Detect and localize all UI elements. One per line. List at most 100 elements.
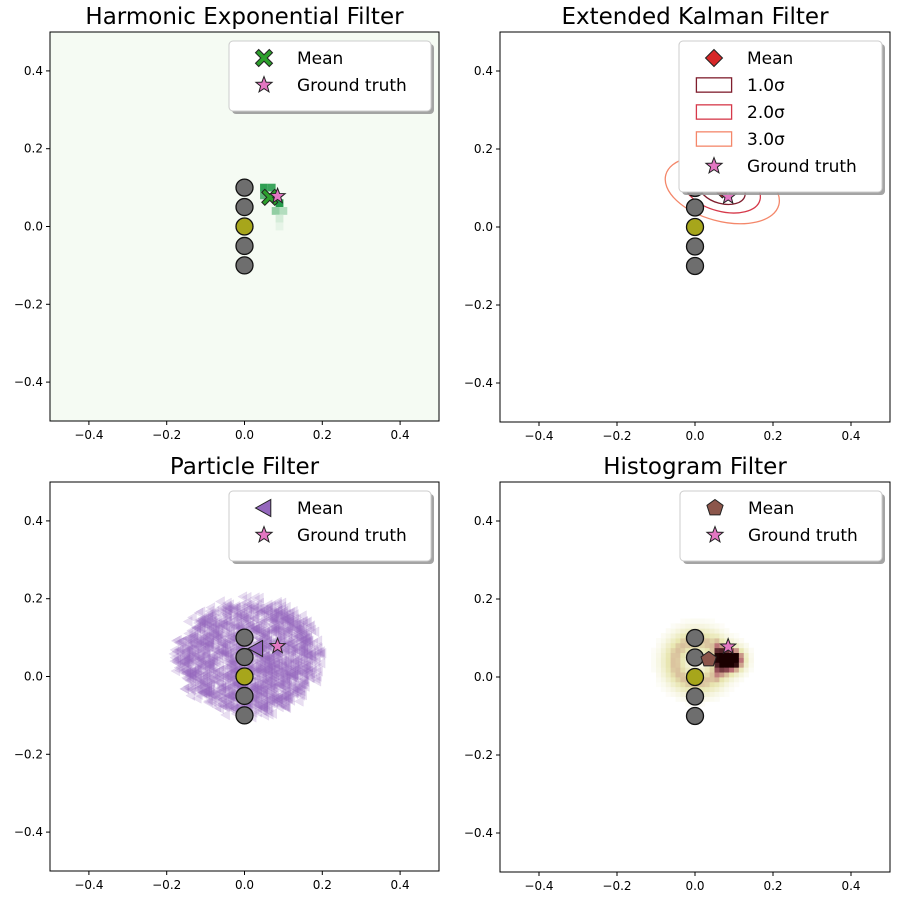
particle bbox=[306, 648, 317, 660]
particle bbox=[269, 658, 280, 670]
particle bbox=[207, 661, 217, 673]
particle bbox=[309, 646, 319, 658]
histogram-cell bbox=[665, 647, 672, 654]
particle bbox=[179, 664, 190, 676]
particle bbox=[285, 646, 295, 658]
particle bbox=[247, 605, 258, 617]
particle bbox=[267, 614, 278, 626]
particle bbox=[282, 633, 293, 644]
density-cell bbox=[275, 222, 284, 231]
particle bbox=[284, 615, 295, 627]
particle bbox=[254, 603, 265, 615]
particle bbox=[242, 603, 253, 615]
particle bbox=[269, 608, 280, 620]
particle bbox=[311, 641, 322, 653]
particle bbox=[220, 626, 231, 638]
particle bbox=[298, 640, 309, 652]
particle bbox=[215, 620, 226, 632]
particle bbox=[263, 708, 274, 720]
particle bbox=[303, 635, 313, 647]
particle bbox=[209, 627, 220, 639]
histogram-cell bbox=[734, 667, 740, 673]
particle bbox=[247, 680, 258, 692]
particle bbox=[205, 688, 216, 700]
particle bbox=[222, 626, 233, 638]
particle bbox=[266, 657, 276, 669]
particle bbox=[260, 650, 271, 662]
histogram-cell bbox=[670, 647, 676, 654]
particle bbox=[275, 621, 285, 633]
particle bbox=[185, 633, 196, 645]
particle bbox=[268, 613, 279, 625]
particle bbox=[202, 658, 213, 669]
particle bbox=[254, 673, 265, 685]
particle bbox=[237, 603, 248, 615]
particle bbox=[190, 664, 200, 676]
particle bbox=[197, 660, 208, 672]
legend-marker bbox=[254, 525, 274, 544]
particle bbox=[197, 656, 207, 667]
particle bbox=[210, 637, 221, 649]
particle bbox=[202, 687, 213, 699]
particle bbox=[291, 622, 302, 634]
particle bbox=[273, 604, 283, 616]
particle bbox=[205, 680, 216, 692]
particle bbox=[278, 616, 289, 627]
particle bbox=[242, 603, 253, 615]
histogram-cell bbox=[714, 662, 720, 668]
particle bbox=[300, 659, 310, 671]
particle bbox=[190, 651, 201, 662]
particle bbox=[283, 623, 294, 634]
particle bbox=[221, 600, 232, 612]
particle bbox=[253, 694, 264, 705]
particle bbox=[248, 621, 258, 633]
particle bbox=[241, 613, 252, 625]
particle bbox=[194, 614, 204, 626]
legend-box bbox=[228, 490, 432, 562]
histogram-cell bbox=[670, 638, 676, 644]
particle bbox=[182, 644, 193, 656]
particle bbox=[278, 673, 288, 685]
histogram-cell bbox=[729, 638, 735, 644]
particle bbox=[218, 620, 229, 632]
particle bbox=[301, 645, 312, 657]
particle bbox=[283, 611, 294, 623]
particle bbox=[297, 649, 308, 661]
histogram-cell bbox=[734, 638, 740, 644]
particle bbox=[198, 631, 209, 643]
particle bbox=[252, 623, 262, 634]
landmark-marker bbox=[235, 628, 254, 647]
particle bbox=[189, 642, 199, 654]
histogram-cell bbox=[748, 647, 754, 654]
x-tick-label: −0.4 bbox=[74, 428, 103, 442]
histogram-cell bbox=[719, 623, 725, 629]
histogram-cell bbox=[729, 681, 735, 688]
particle bbox=[228, 603, 238, 615]
legend-box bbox=[678, 40, 883, 193]
particle bbox=[192, 636, 202, 648]
particle bbox=[218, 620, 229, 632]
particle bbox=[266, 683, 277, 695]
particle bbox=[302, 616, 312, 628]
particle bbox=[257, 669, 267, 681]
particle bbox=[290, 623, 301, 635]
particle bbox=[195, 653, 206, 665]
particle bbox=[189, 648, 200, 659]
particle bbox=[256, 626, 267, 638]
particle bbox=[205, 602, 216, 613]
particle bbox=[196, 615, 207, 626]
particle bbox=[217, 646, 228, 658]
histogram-cell bbox=[695, 618, 701, 624]
particle bbox=[270, 659, 281, 670]
particle bbox=[181, 672, 191, 684]
histogram-cell bbox=[660, 686, 667, 693]
histogram-cell bbox=[719, 691, 725, 697]
histogram-cell bbox=[660, 657, 667, 663]
particle bbox=[203, 697, 213, 708]
histogram-cell bbox=[704, 686, 711, 693]
particle bbox=[264, 693, 275, 705]
particle bbox=[219, 648, 229, 660]
particle bbox=[249, 602, 260, 614]
particle bbox=[204, 673, 215, 685]
particle bbox=[262, 605, 272, 617]
